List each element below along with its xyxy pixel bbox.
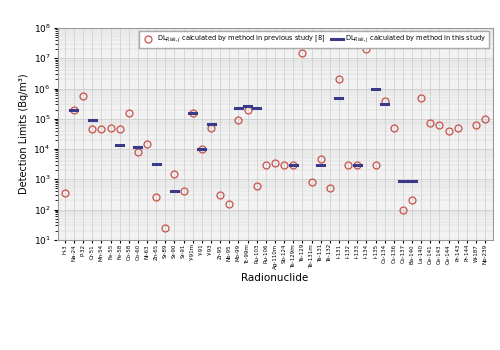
X-axis label: Radionuclide: Radionuclide bbox=[242, 273, 308, 284]
Legend: DL$_{Risk,j}$ calculated by method in previous study [8], DL$_{Risk,j}$ calculat: DL$_{Risk,j}$ calculated by method in pr… bbox=[140, 32, 489, 48]
Y-axis label: Detection Limits (Bq/m³): Detection Limits (Bq/m³) bbox=[19, 74, 29, 194]
